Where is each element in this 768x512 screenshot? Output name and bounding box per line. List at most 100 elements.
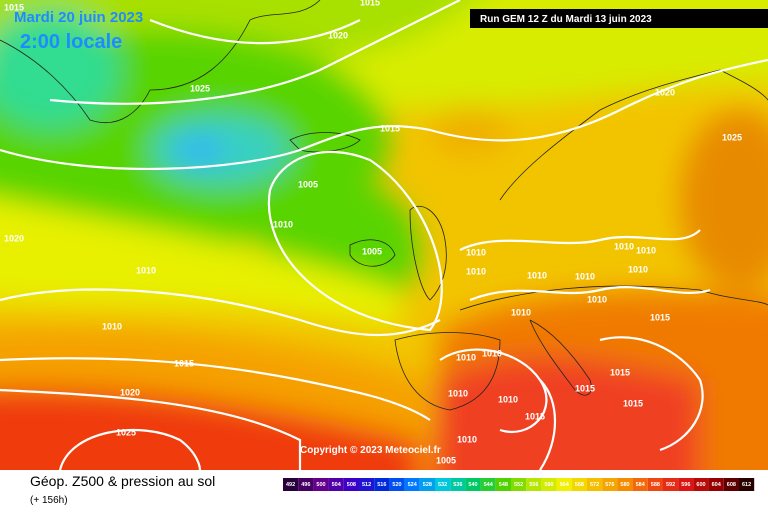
- footer-title: Géop. Z500 & pression au sol: [30, 473, 215, 489]
- scale-swatch: [602, 478, 618, 491]
- isobar-label: 1010: [136, 265, 156, 275]
- scale-label: 528: [423, 482, 432, 488]
- scale-label: 592: [666, 482, 675, 488]
- isobar-label: 1020: [328, 30, 348, 40]
- scale-label: 588: [651, 482, 660, 488]
- scale-swatch: [343, 478, 359, 491]
- isobar-label: 1010: [614, 241, 634, 251]
- scale-label: 560: [544, 482, 553, 488]
- scale-label: 604: [712, 482, 722, 488]
- scale-label: 548: [499, 482, 508, 488]
- scale-label: 516: [377, 482, 386, 488]
- isobar-label: 1010: [466, 266, 486, 276]
- scale-label: 544: [484, 482, 494, 488]
- scale-label: 520: [392, 482, 401, 488]
- run-box: [470, 9, 768, 28]
- isobar-label: 1025: [722, 132, 742, 142]
- isobar-label: 1015: [4, 2, 24, 12]
- isobar-label: 1010: [498, 394, 518, 404]
- scale-swatch: [435, 478, 451, 491]
- scale-label: 524: [408, 482, 418, 488]
- isobar-label: 1025: [116, 427, 136, 437]
- isobar-label: 1010: [466, 247, 486, 257]
- isobar-label: 1025: [190, 83, 210, 93]
- isobar-label: 1015: [525, 411, 545, 421]
- scale-swatch: [404, 478, 420, 491]
- scale-swatch: [647, 478, 663, 491]
- scale-label: 584: [636, 482, 646, 488]
- isobar-label: 1020: [655, 87, 675, 97]
- scale-swatch: [617, 478, 633, 491]
- isobar-label: 1015: [575, 383, 595, 393]
- color-scale: 492 496 500 504 508 512 516 520 524 528 532 536 540 5…: [283, 478, 755, 491]
- scale-label: 580: [620, 482, 629, 488]
- run-info: Run GEM 12 Z du Mardi 13 juin 2023: [480, 14, 652, 25]
- scale-label: 596: [681, 482, 690, 488]
- scale-swatch: [374, 478, 390, 491]
- scale-label: 576: [605, 482, 614, 488]
- scale-label: 508: [347, 482, 356, 488]
- scale-swatch: [419, 478, 435, 491]
- scale-label: 572: [590, 482, 599, 488]
- scale-swatch: [495, 478, 511, 491]
- scale-label: 552: [514, 482, 523, 488]
- scale-swatch: [359, 478, 375, 491]
- isobar-label: 1010: [636, 245, 656, 255]
- scale-label: 496: [301, 482, 310, 488]
- scale-label: 608: [727, 482, 736, 488]
- scale-swatch: [480, 478, 496, 491]
- isobar-label: 1010: [587, 294, 607, 304]
- isobars: [0, 0, 768, 470]
- scale-swatch: [678, 478, 694, 491]
- scale-label: 612: [742, 482, 751, 488]
- isobar-label: 1010: [575, 271, 595, 281]
- isobar-label: 1015: [360, 0, 380, 7]
- scale-label: 504: [332, 482, 342, 488]
- isobar-label: 1010: [273, 219, 293, 229]
- scale-label: 556: [529, 482, 538, 488]
- scale-swatch: [556, 478, 572, 491]
- local-time: 2:00 locale: [20, 31, 122, 53]
- isobar-label: 1020: [120, 387, 140, 397]
- isobar-label: 1010: [448, 388, 468, 398]
- lead-time: (+ 156h): [30, 495, 68, 506]
- scale-swatch: [708, 478, 724, 491]
- scale-swatch: [283, 478, 299, 491]
- scale-label: 600: [696, 482, 705, 488]
- scale-label: 536: [453, 482, 462, 488]
- scale-swatch: [739, 478, 755, 491]
- scale-swatch: [571, 478, 587, 491]
- scale-label: 532: [438, 482, 447, 488]
- scale-swatch: [632, 478, 648, 491]
- scale-label: 512: [362, 482, 371, 488]
- isobar-label: 1015: [623, 398, 643, 408]
- isobar-label: 1010: [457, 434, 477, 444]
- isobar-label: 1010: [527, 270, 547, 280]
- isobar-labels: 1015 1015 1020 1025 1015 1020 1025 1005 1010 1005…: [4, 0, 742, 465]
- isobar-label: 1015: [174, 358, 194, 368]
- scale-label: 492: [286, 482, 295, 488]
- scale-label: 500: [316, 482, 325, 488]
- scale-label: 568: [575, 482, 584, 488]
- coastlines: [0, 0, 768, 411]
- scale-swatch: [298, 478, 314, 491]
- isobar-label: 1010: [482, 348, 502, 358]
- isobar-label: 1010: [511, 307, 531, 317]
- scale-swatch: [465, 478, 481, 491]
- isobar-label: 1005: [298, 179, 318, 189]
- isobar-label: 1015: [380, 123, 400, 133]
- scale-label: 540: [468, 482, 477, 488]
- scale-swatch: [450, 478, 466, 491]
- scale-swatch: [313, 478, 329, 491]
- scale-swatch: [511, 478, 527, 491]
- isobar-label: 1010: [102, 321, 122, 331]
- scale-swatch: [541, 478, 557, 491]
- scale-label: 564: [560, 482, 570, 488]
- scale-swatch: [389, 478, 405, 491]
- scale-swatch: [587, 478, 603, 491]
- isobar-label: 1015: [610, 367, 630, 377]
- copyright: Copyright © 2023 Meteociel.fr: [300, 445, 441, 456]
- isobar-label: 1020: [4, 233, 24, 243]
